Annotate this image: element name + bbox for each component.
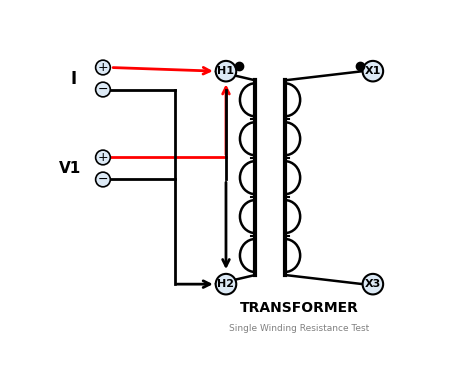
Text: Single Winding Resistance Test: Single Winding Resistance Test: [229, 324, 370, 333]
Text: TRANSFORMER: TRANSFORMER: [240, 301, 359, 315]
Text: I: I: [71, 70, 77, 88]
Circle shape: [363, 61, 383, 81]
Text: +: +: [98, 61, 108, 74]
Circle shape: [96, 60, 110, 75]
Circle shape: [96, 82, 110, 97]
Text: X1: X1: [365, 66, 381, 76]
Text: H1: H1: [218, 66, 235, 76]
Circle shape: [363, 274, 383, 295]
Text: −: −: [98, 83, 108, 96]
Text: H2: H2: [218, 279, 235, 289]
Text: X3: X3: [365, 279, 381, 289]
Text: +: +: [98, 151, 108, 164]
Text: −: −: [98, 173, 108, 186]
Circle shape: [96, 150, 110, 165]
Circle shape: [216, 61, 236, 81]
Circle shape: [96, 172, 110, 187]
Text: V1: V1: [59, 161, 81, 176]
Circle shape: [216, 274, 236, 295]
